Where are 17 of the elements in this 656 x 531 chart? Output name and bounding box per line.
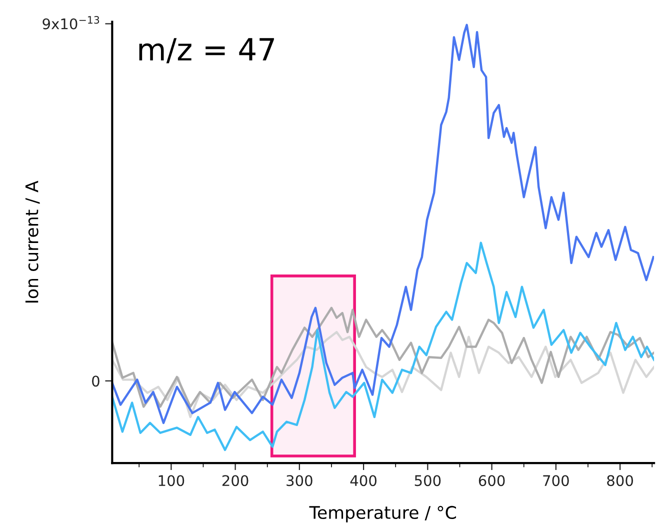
x-tick-label: 600 <box>478 475 505 486</box>
annotation: m/z = 47 <box>139 38 274 64</box>
x-tick-label: 800 <box>607 475 633 486</box>
line-series <box>112 24 654 424</box>
x-tick-label: 200 <box>222 475 248 486</box>
y-tick-label: 0 <box>92 376 100 387</box>
x-axis-title: Temperature / °C <box>309 506 456 522</box>
line-series <box>112 242 654 452</box>
x-tick-label: 100 <box>158 475 184 486</box>
y-axis-title: Ion current / A <box>25 180 40 303</box>
y-tick-label: 9x10$^{−13}$ <box>42 16 100 30</box>
x-tick-label: 400 <box>350 475 376 486</box>
x-tick-label: 500 <box>414 475 441 486</box>
x-tick-label: 700 <box>543 475 569 486</box>
x-tick-label: 300 <box>286 475 312 486</box>
line-series <box>112 330 654 418</box>
line-series <box>112 306 654 408</box>
